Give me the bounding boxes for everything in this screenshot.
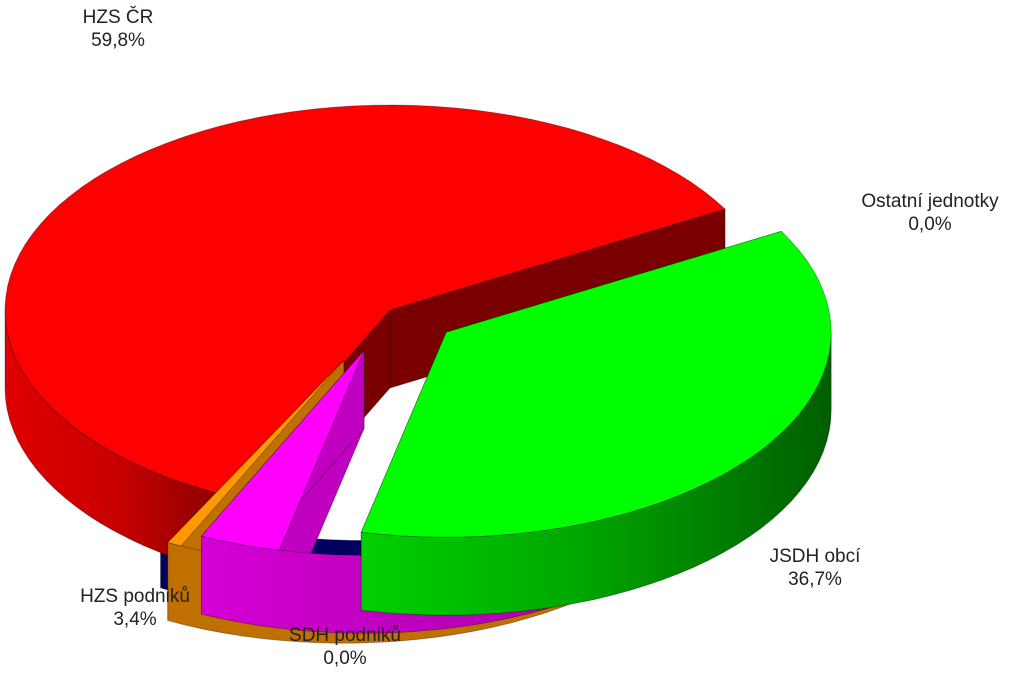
pie-slice-hzs-podnik- xyxy=(201,349,365,551)
slice-value: 36,7% xyxy=(788,569,842,590)
slice-value: 3,4% xyxy=(113,609,157,630)
slice-name: JSDH obcí xyxy=(769,546,861,567)
pie-slice-sdh-podnik- xyxy=(167,359,345,547)
slice-label-sdh-podniku: SDH podniků 0,0% xyxy=(260,624,430,670)
pie-slice-hzs-r xyxy=(4,104,726,497)
pie-slice-hzs-r-side xyxy=(4,309,228,575)
slice-label-jsdh-obci: JSDH obcí 36,7% xyxy=(740,545,890,591)
slice-name: SDH podniků xyxy=(289,625,401,646)
slice-label-ostatni-jednotky: Ostatní jednotky 0,0% xyxy=(820,190,1013,236)
slice-label-hzs-cr: HZS ČR 59,8% xyxy=(48,6,188,52)
slice-value: 0,0% xyxy=(908,214,952,235)
slice-value: 59,8% xyxy=(91,30,145,51)
slice-value: 0,0% xyxy=(323,648,367,669)
slice-name: Ostatní jednotky xyxy=(861,191,999,212)
pie-slice-jsdh-obc- xyxy=(360,230,832,538)
slice-label-hzs-podniku: HZS podniků 3,4% xyxy=(50,585,220,631)
slice-name: HZS podniků xyxy=(80,586,190,607)
slice-name: HZS ČR xyxy=(82,7,154,28)
